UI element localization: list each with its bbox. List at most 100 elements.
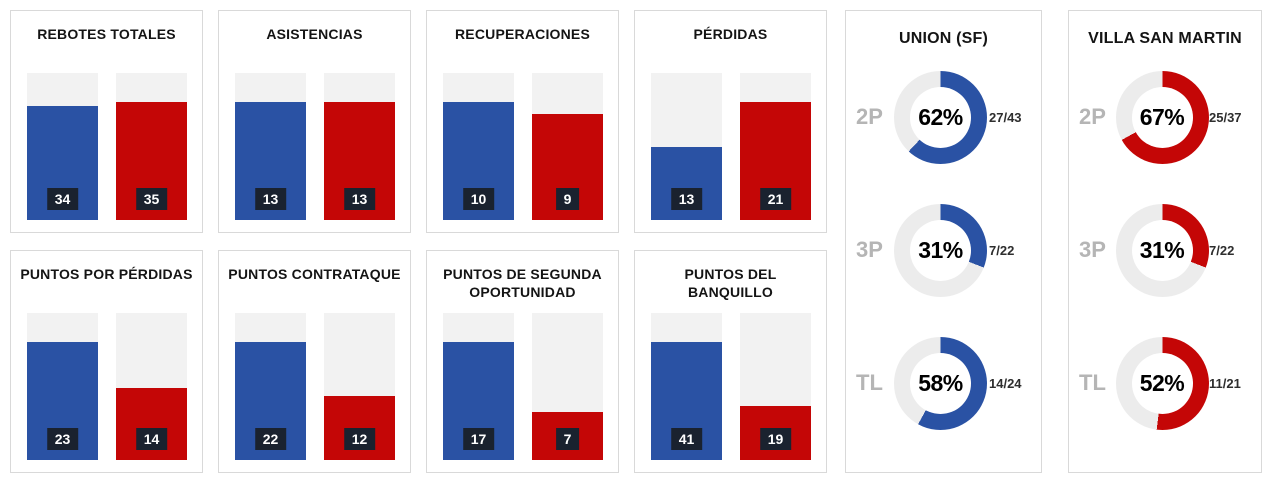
home-bar-value: 22 <box>254 428 287 450</box>
made-attempted: 25/37 <box>1209 109 1242 125</box>
home-bar: 34 <box>27 105 98 220</box>
home-bar-value: 23 <box>46 428 79 450</box>
donut-chart-2p: 67% <box>1115 70 1209 164</box>
home-bar: 13 <box>651 147 722 220</box>
away-bar-value: 35 <box>135 188 168 210</box>
away-bar-track: 12 <box>324 313 395 460</box>
bar-chart: 22 12 <box>235 313 395 460</box>
donut-hole: 31% <box>910 219 971 281</box>
shot-type-label: TL <box>1079 370 1106 396</box>
home-bar: 41 <box>651 342 722 460</box>
stat-panel-asistencias: ASISTENCIAS 13 13 <box>218 10 411 233</box>
stat-title: PUNTOS DEL BANQUILLO <box>684 266 777 301</box>
shooting-rows: 2P 62% 27/43 3P 31% 7/22 TL <box>846 70 1041 430</box>
donut-hole: 58% <box>910 352 971 414</box>
away-bar-track: 13 <box>324 73 395 220</box>
away-bar: 19 <box>740 405 811 460</box>
home-bar-value: 13 <box>254 188 287 210</box>
shot-type-label: 2P <box>1079 104 1106 130</box>
away-bar-value: 9 <box>555 188 580 210</box>
donut-chart-3p: 31% <box>1115 203 1209 297</box>
bar-column-1: REBOTES TOTALES 34 35 PUNTOS POR PÉRDIDA… <box>10 10 203 483</box>
team-title: VILLA SAN MARTIN <box>1088 30 1242 47</box>
shooting-row-tl: TL 58% 14/24 <box>846 336 1041 430</box>
away-bar: 9 <box>532 114 603 220</box>
away-bar: 21 <box>740 102 811 220</box>
away-bar-value: 12 <box>343 428 376 450</box>
home-bar-value: 13 <box>670 188 703 210</box>
away-bar: 14 <box>116 388 187 460</box>
donut-chart-tl: 52% <box>1115 336 1209 430</box>
away-bar: 35 <box>116 102 187 220</box>
donut-hole: 67% <box>1131 86 1193 148</box>
bar-column-2: ASISTENCIAS 13 13 PUNTOS CONTRATAQUE <box>218 10 411 483</box>
home-bar-value: 10 <box>462 188 495 210</box>
away-bar-track: 35 <box>116 73 187 220</box>
stat-title: RECUPERACIONES <box>454 26 591 42</box>
stat-title: REBOTES TOTALES <box>37 26 176 42</box>
shot-type-label: 3P <box>1079 237 1106 263</box>
home-bar: 10 <box>443 102 514 220</box>
home-bar-value: 17 <box>462 428 495 450</box>
shooting-row-tl: TL 52% 11/21 <box>1069 336 1261 430</box>
bar-chart: 13 13 <box>235 73 395 220</box>
donut-hole: 52% <box>1131 352 1193 414</box>
stat-title: ASISTENCIAS <box>266 26 363 42</box>
team-title: UNION (SF) <box>898 30 989 47</box>
stat-title: PUNTOS POR PÉRDIDAS <box>20 266 193 282</box>
stat-title: PUNTOS DE SEGUNDA OPORTUNIDAD <box>443 266 602 301</box>
away-bar-track: 9 <box>532 73 603 220</box>
donut-chart-tl: 58% <box>894 336 987 430</box>
away-bar-value: 19 <box>759 428 792 450</box>
made-attempted: 14/24 <box>989 375 1022 391</box>
stat-panel-puntos-contrataque: PUNTOS CONTRATAQUE 22 12 <box>218 250 411 473</box>
home-bar-track: 17 <box>443 313 514 460</box>
bar-chart: 23 14 <box>27 313 187 460</box>
shot-type-label: 3P <box>856 237 883 263</box>
away-bar: 12 <box>324 395 395 460</box>
bar-chart: 10 9 <box>443 73 603 220</box>
stat-title: PÉRDIDAS <box>693 26 768 42</box>
bar-column-3: RECUPERACIONES 10 9 PUNTOS DE SEGUNDA OP… <box>426 10 619 483</box>
donut-hole: 31% <box>1131 219 1193 281</box>
made-attempted: 27/43 <box>989 109 1022 125</box>
home-bar-value: 34 <box>46 188 79 210</box>
made-attempted: 7/22 <box>989 242 1015 258</box>
percentage-value: 67% <box>1139 103 1185 130</box>
away-bar: 13 <box>324 102 395 220</box>
percentage-value: 31% <box>918 236 963 263</box>
shot-type-label: 2P <box>856 104 883 130</box>
shooting-rows: 2P 67% 25/37 3P 31% 7/22 TL <box>1069 70 1261 430</box>
away-bar: 7 <box>532 411 603 460</box>
away-bar-value: 7 <box>555 428 580 450</box>
donut-chart-3p: 31% <box>894 203 987 297</box>
bar-chart: 41 19 <box>651 313 811 460</box>
stat-panel-puntos-segunda-oportunidad: PUNTOS DE SEGUNDA OPORTUNIDAD 17 7 <box>426 250 619 473</box>
home-bar-track: 23 <box>27 313 98 460</box>
stat-panel-recuperaciones: RECUPERACIONES 10 9 <box>426 10 619 233</box>
made-attempted: 7/22 <box>1209 242 1235 258</box>
shooting-row-2p: 2P 62% 27/43 <box>846 70 1041 164</box>
stat-panel-perdidas: PÉRDIDAS 13 21 <box>634 10 827 233</box>
made-attempted: 11/21 <box>1209 375 1241 391</box>
donut-hole: 62% <box>910 86 971 148</box>
home-bar-track: 22 <box>235 313 306 460</box>
home-bar: 23 <box>27 342 98 460</box>
percentage-value: 31% <box>1139 236 1185 263</box>
home-bar-track: 34 <box>27 73 98 220</box>
percentage-value: 62% <box>918 103 963 130</box>
percentage-value: 58% <box>918 369 963 396</box>
home-bar-track: 13 <box>651 73 722 220</box>
bar-chart: 17 7 <box>443 313 603 460</box>
bar-chart: 34 35 <box>27 73 187 220</box>
away-bar-track: 21 <box>740 73 811 220</box>
shooting-row-3p: 3P 31% 7/22 <box>1069 203 1261 297</box>
home-bar-track: 13 <box>235 73 306 220</box>
home-bar: 13 <box>235 102 306 220</box>
stat-panel-puntos-por-perdidas: PUNTOS POR PÉRDIDAS 23 14 <box>10 250 203 473</box>
home-bar-track: 41 <box>651 313 722 460</box>
percentage-value: 52% <box>1139 369 1185 396</box>
stat-title: PUNTOS CONTRATAQUE <box>228 266 401 282</box>
away-bar-value: 21 <box>759 188 792 210</box>
